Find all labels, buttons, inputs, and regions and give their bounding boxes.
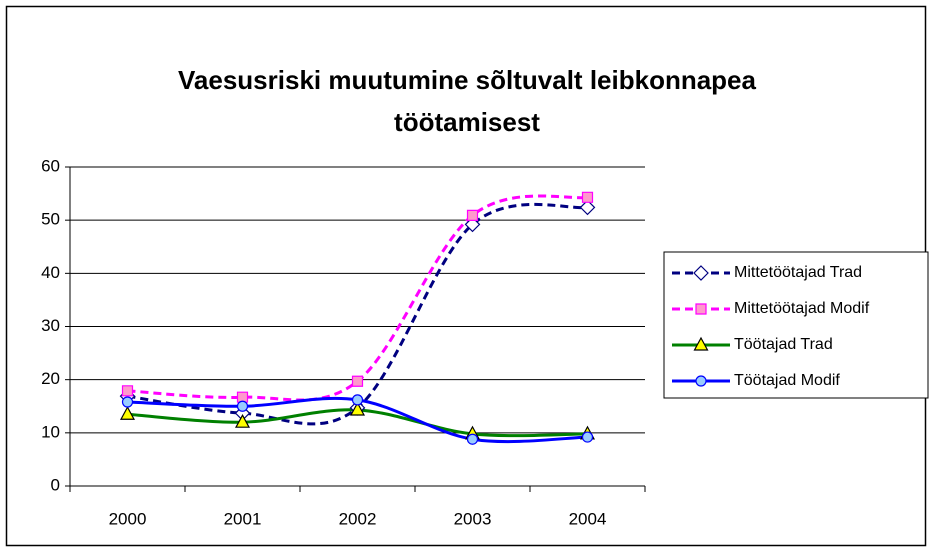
marker	[579, 199, 596, 216]
y-tick-label: 40	[41, 263, 60, 282]
marker	[581, 191, 594, 203]
marker	[695, 375, 707, 387]
chart-title-line: Vaesusriski muutumine sõltuvalt leibkonn…	[178, 65, 756, 95]
y-tick-label: 20	[41, 369, 60, 388]
series-line	[127, 202, 588, 426]
x-tick-label: 2002	[339, 509, 377, 528]
marker	[119, 405, 136, 420]
y-tick-label: 60	[41, 156, 60, 175]
legend-label: Töötajad Trad	[734, 336, 833, 353]
marker	[121, 396, 134, 408]
y-tick-label: 30	[41, 316, 60, 335]
legend-box	[663, 251, 929, 399]
marker	[466, 209, 479, 221]
y-tick-label: 0	[51, 475, 60, 494]
legend-label: Mittetöötajad Modif	[734, 300, 870, 317]
marker	[349, 401, 366, 416]
legend-label: Mittetöötajad Trad	[734, 264, 862, 281]
marker	[121, 385, 134, 397]
marker	[351, 375, 364, 387]
marker	[234, 413, 251, 428]
marker	[236, 400, 249, 412]
x-tick-label: 2001	[224, 509, 262, 528]
marker	[581, 431, 594, 443]
y-tick-label: 10	[41, 422, 60, 441]
marker	[693, 336, 709, 351]
marker	[466, 433, 479, 445]
chart-title: Vaesusriski muutumine sõltuvalt leibkonn…	[178, 65, 756, 137]
legend-label: Töötajad Modif	[734, 372, 840, 389]
marker	[351, 394, 364, 406]
y-tick-label: 50	[41, 210, 60, 229]
marker	[236, 391, 249, 403]
x-tick-label: 2000	[109, 509, 147, 528]
x-tick-label: 2004	[569, 509, 607, 528]
chart-title-line: töötamisest	[394, 107, 540, 137]
marker	[695, 303, 707, 315]
x-tick-label: 2003	[454, 509, 492, 528]
marker	[693, 265, 709, 281]
